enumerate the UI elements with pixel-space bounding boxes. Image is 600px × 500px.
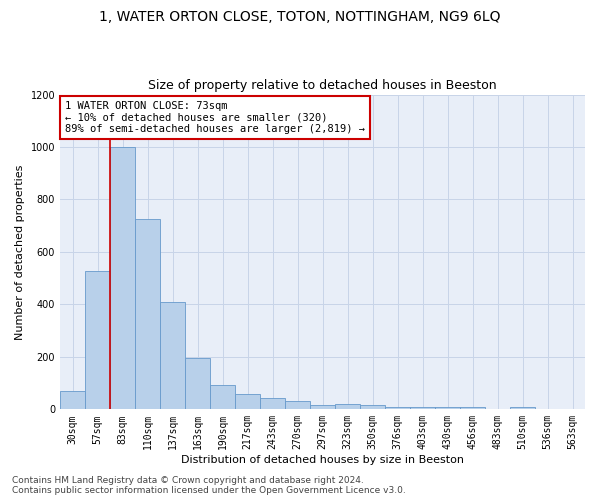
- Bar: [285, 400, 310, 409]
- Bar: [360, 404, 385, 409]
- Bar: [110, 147, 135, 409]
- Bar: [385, 407, 410, 410]
- Text: Contains HM Land Registry data © Crown copyright and database right 2024.
Contai: Contains HM Land Registry data © Crown c…: [12, 476, 406, 495]
- Bar: [235, 394, 260, 409]
- Bar: [85, 271, 110, 409]
- Y-axis label: Number of detached properties: Number of detached properties: [15, 164, 25, 340]
- Text: 1, WATER ORTON CLOSE, TOTON, NOTTINGHAM, NG9 6LQ: 1, WATER ORTON CLOSE, TOTON, NOTTINGHAM,…: [99, 10, 501, 24]
- Bar: [410, 407, 435, 410]
- Bar: [160, 302, 185, 410]
- Bar: [435, 407, 460, 410]
- Bar: [310, 404, 335, 409]
- Title: Size of property relative to detached houses in Beeston: Size of property relative to detached ho…: [148, 79, 497, 92]
- Bar: [335, 404, 360, 409]
- Text: 1 WATER ORTON CLOSE: 73sqm
← 10% of detached houses are smaller (320)
89% of sem: 1 WATER ORTON CLOSE: 73sqm ← 10% of deta…: [65, 101, 365, 134]
- Bar: [260, 398, 285, 409]
- Bar: [185, 358, 210, 410]
- Bar: [510, 406, 535, 410]
- X-axis label: Distribution of detached houses by size in Beeston: Distribution of detached houses by size …: [181, 455, 464, 465]
- Bar: [460, 407, 485, 410]
- Bar: [60, 392, 85, 409]
- Bar: [135, 218, 160, 410]
- Bar: [210, 385, 235, 409]
